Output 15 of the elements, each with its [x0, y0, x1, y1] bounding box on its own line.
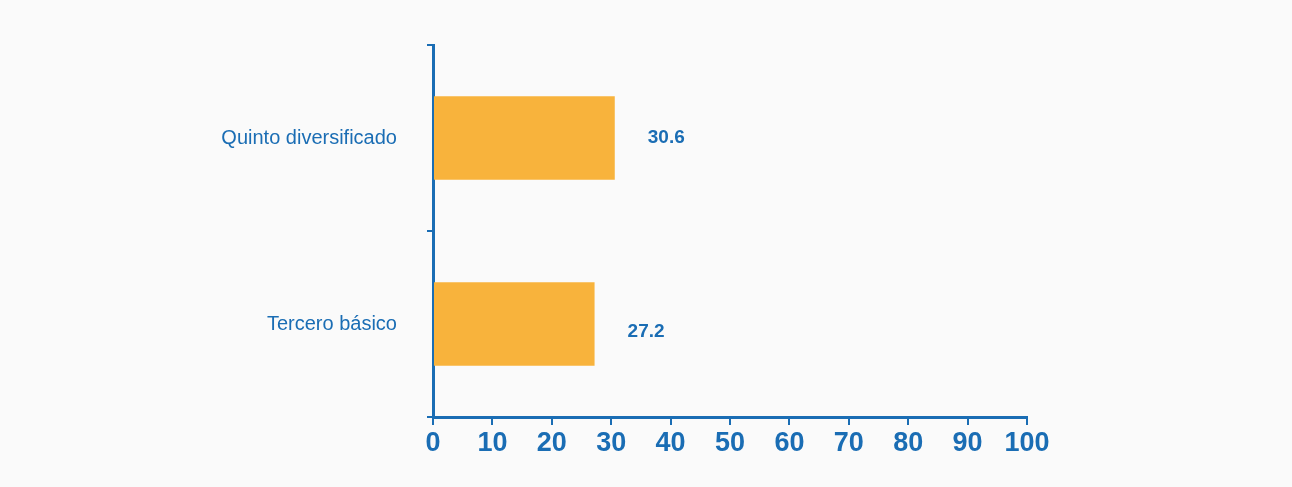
y-tick-label: Quinto diversificado	[221, 125, 397, 148]
x-tick-label: 60	[774, 426, 805, 457]
x-tick-label: 90	[952, 426, 983, 457]
x-tick-label: 30	[596, 426, 627, 457]
x-tick-label: 50	[714, 426, 746, 457]
x-tick-label: 80	[893, 426, 924, 457]
x-tick-label: 40	[655, 426, 686, 457]
x-tick-label: 20	[536, 426, 567, 457]
x-tick-label: 70	[833, 426, 864, 457]
y-tick-label: Tercero básico	[266, 311, 397, 334]
data-label: 30.6	[647, 126, 685, 148]
x-tick-label: 100	[1004, 426, 1050, 457]
x-tick-label: 0	[425, 426, 441, 457]
data-label: 27.2	[627, 320, 665, 342]
x-tick-label: 10	[477, 426, 508, 457]
